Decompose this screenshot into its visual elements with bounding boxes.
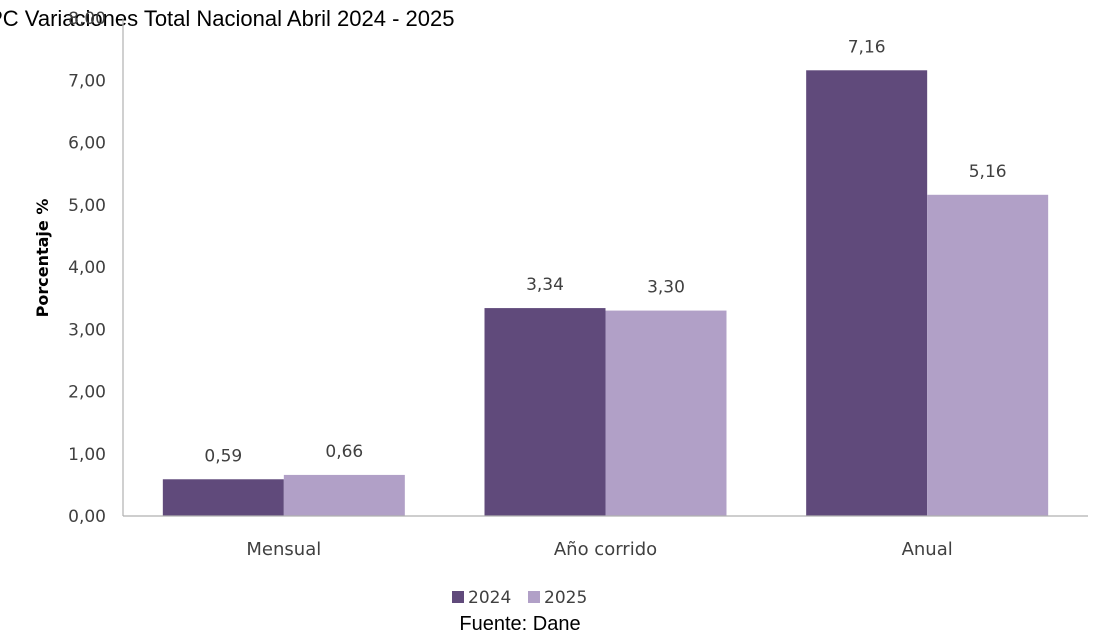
data-label-2025: 5,16 xyxy=(969,162,1007,182)
legend: 2024 2025 xyxy=(452,588,587,608)
y-axis-ticks: 0,00 1,00 2,00 3,00 4,00 5,00 6,00 7,00 8,00 xyxy=(68,9,106,527)
bars xyxy=(162,70,1049,517)
chart-title: IPC Variaciones Total Nacional Abril 202… xyxy=(0,6,454,31)
legend-label-2024: 2024 xyxy=(468,588,511,608)
data-label-2024: 3,34 xyxy=(526,275,564,295)
data-label-2025: 3,30 xyxy=(647,278,685,298)
x-category-label: Año corrido xyxy=(554,539,657,560)
data-label-2024: 7,16 xyxy=(848,37,886,57)
data-label-2025: 0,66 xyxy=(325,442,363,462)
legend-swatch-2024 xyxy=(452,591,464,603)
y-tick-label: 5,00 xyxy=(68,196,106,216)
bar-2024 xyxy=(806,70,928,516)
x-category-label: Mensual xyxy=(246,539,321,560)
x-category-label: Anual xyxy=(902,539,953,560)
y-tick-label: 7,00 xyxy=(68,71,106,91)
source-note: Fuente: Dane xyxy=(459,613,580,635)
x-axis-categories: Mensual Año corrido Anual xyxy=(246,539,952,560)
y-tick-label: 1,00 xyxy=(68,445,106,465)
y-axis-label: Porcentaje % xyxy=(33,199,52,318)
y-tick-label: 0,00 xyxy=(68,507,106,527)
bar-2025 xyxy=(283,474,405,516)
data-label-2024: 0,59 xyxy=(204,446,242,466)
bar-2025 xyxy=(605,310,727,516)
y-tick-label: 6,00 xyxy=(68,134,106,154)
bar-2024 xyxy=(484,308,606,516)
data-labels: 0,59 0,66 3,34 3,30 7,16 5,16 xyxy=(204,37,1006,466)
y-tick-label: 4,00 xyxy=(68,258,106,278)
bar-2024 xyxy=(162,479,284,516)
bar-2025 xyxy=(927,194,1049,517)
legend-swatch-2025 xyxy=(528,591,540,603)
legend-label-2025: 2025 xyxy=(544,588,587,608)
y-tick-label: 8,00 xyxy=(68,9,106,29)
y-tick-label: 3,00 xyxy=(68,320,106,340)
y-tick-label: 2,00 xyxy=(68,383,106,403)
